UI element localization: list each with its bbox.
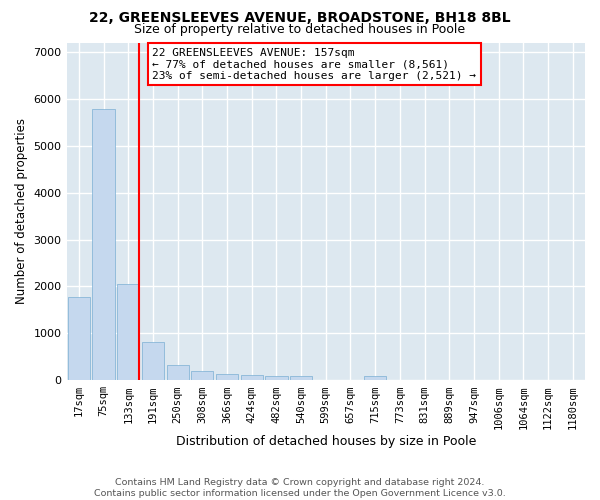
Bar bbox=[241, 374, 263, 380]
Bar bbox=[117, 284, 139, 380]
Bar bbox=[92, 109, 115, 380]
Bar bbox=[364, 376, 386, 380]
Text: Size of property relative to detached houses in Poole: Size of property relative to detached ho… bbox=[134, 24, 466, 36]
Bar bbox=[142, 342, 164, 380]
X-axis label: Distribution of detached houses by size in Poole: Distribution of detached houses by size … bbox=[176, 434, 476, 448]
Bar bbox=[265, 376, 287, 380]
Text: 22 GREENSLEEVES AVENUE: 157sqm
← 77% of detached houses are smaller (8,561)
23% : 22 GREENSLEEVES AVENUE: 157sqm ← 77% of … bbox=[152, 48, 476, 81]
Bar bbox=[167, 365, 189, 380]
Bar bbox=[290, 376, 312, 380]
Y-axis label: Number of detached properties: Number of detached properties bbox=[15, 118, 28, 304]
Bar bbox=[68, 297, 90, 380]
Bar bbox=[216, 374, 238, 380]
Bar bbox=[191, 372, 214, 380]
Text: Contains HM Land Registry data © Crown copyright and database right 2024.
Contai: Contains HM Land Registry data © Crown c… bbox=[94, 478, 506, 498]
Text: 22, GREENSLEEVES AVENUE, BROADSTONE, BH18 8BL: 22, GREENSLEEVES AVENUE, BROADSTONE, BH1… bbox=[89, 11, 511, 25]
